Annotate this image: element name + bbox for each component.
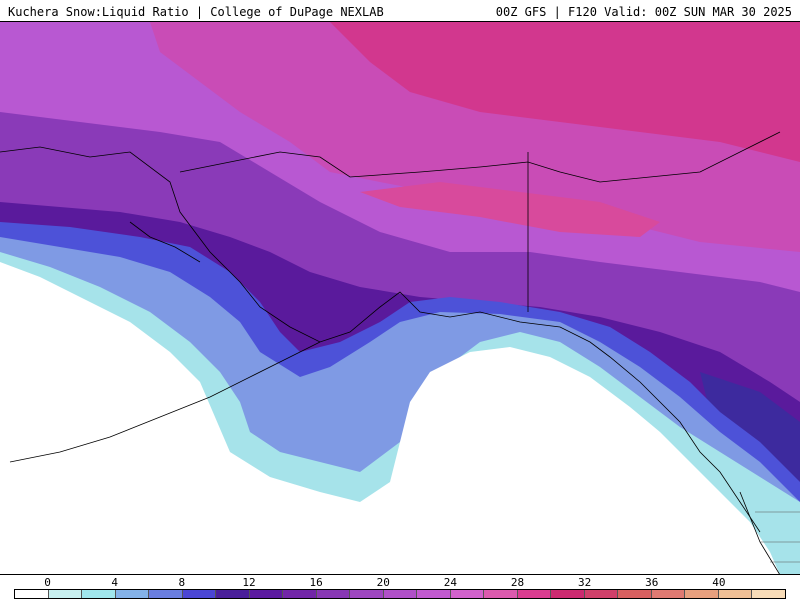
model-run-title: 00Z GFS | F120 Valid: 00Z SUN MAR 30 202…	[495, 5, 792, 19]
colorbar-legend: 0 4 8 12 16 20 24 28 32 36 40	[0, 575, 800, 600]
colorbar-swatch	[383, 590, 418, 598]
colorbar-swatch	[48, 590, 83, 598]
colorbar-swatches	[14, 589, 786, 599]
pink-streak	[360, 182, 660, 237]
colorbar-swatch	[517, 590, 552, 598]
colorbar-swatch	[618, 590, 652, 598]
colorbar-swatch	[484, 590, 518, 598]
colorbar-tick-label: 28	[510, 576, 525, 589]
coastlines	[0, 131, 781, 574]
colorbar-swatch	[249, 590, 284, 598]
deep-magenta-region	[330, 22, 800, 162]
colorbar-swatch	[651, 590, 686, 598]
colorbar-swatch	[182, 590, 217, 598]
colorbar-tick-label: 20	[376, 576, 390, 589]
colorbar-swatch	[718, 590, 753, 598]
colorbar-swatch	[752, 590, 785, 598]
colorbar-swatch	[82, 590, 116, 598]
colorbar-swatch	[685, 590, 719, 598]
colorbar-tick-label: 36	[645, 576, 659, 589]
colorbar-swatch	[551, 590, 585, 598]
colorbar-swatch	[584, 590, 619, 598]
colorbar-swatch	[149, 590, 183, 598]
colorbar-tick-label: 32	[577, 576, 592, 589]
colorbar-swatch	[350, 590, 384, 598]
snow-ratio-map	[0, 22, 800, 575]
state-borders	[755, 511, 800, 563]
ocean-region	[0, 262, 780, 574]
colorbar-tick-label: 4	[111, 576, 118, 589]
colorbar-swatch	[450, 590, 485, 598]
title-bar: Kuchera Snow:Liquid Ratio | College of D…	[0, 0, 800, 22]
colorbar-swatch	[115, 590, 150, 598]
colorbar-tick-label: 12	[242, 576, 256, 589]
colorbar-swatch	[216, 590, 250, 598]
colorbar-swatch	[15, 590, 49, 598]
colorbar-tick-label: 16	[309, 576, 323, 589]
colorbar-tick-label: 24	[443, 576, 457, 589]
colorbar-ticks: 0 4 8 12 16 20 24 28 32 36 40	[0, 575, 800, 589]
colorbar-tick-label: 40	[712, 576, 726, 589]
colorbar-swatch	[283, 590, 317, 598]
colorbar-tick-label: 8	[178, 576, 186, 589]
colorbar-swatch	[316, 590, 351, 598]
colorbar-swatch	[417, 590, 451, 598]
colorbar-tick-label: 0	[44, 576, 51, 589]
product-title: Kuchera Snow:Liquid Ratio | College of D…	[8, 5, 384, 19]
